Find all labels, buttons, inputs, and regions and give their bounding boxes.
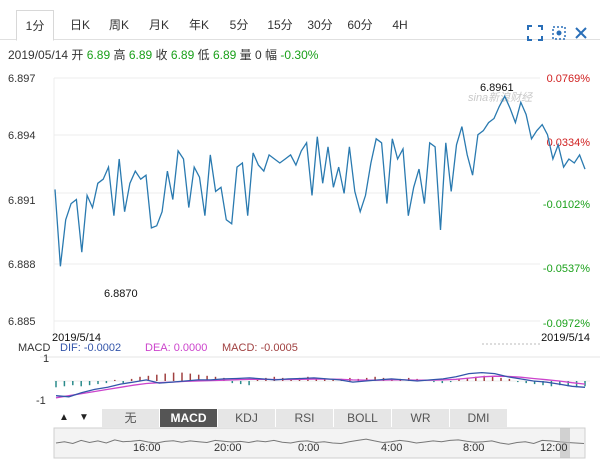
min-price-label: 6.8870: [104, 288, 138, 300]
tab-year-k[interactable]: 年K: [188, 18, 209, 32]
low-value: 6.89: [212, 48, 237, 62]
tab-indicator-macd[interactable]: MACD: [160, 409, 218, 427]
scroll-up-arrow[interactable]: ▲: [59, 412, 69, 423]
navigator-panel[interactable]: [53, 427, 586, 459]
time-tick: 4:00: [381, 442, 402, 454]
tab-15min[interactable]: 15分: [267, 18, 293, 32]
close-label: 收: [155, 48, 168, 62]
open-label: 开: [71, 48, 84, 62]
scroll-down-arrow[interactable]: ▼: [79, 412, 89, 423]
tab-60min[interactable]: 60分: [347, 18, 373, 32]
high-value: 6.89: [128, 48, 153, 62]
navigator-handle[interactable]: [560, 428, 570, 458]
macd-axis-top: 1: [43, 353, 49, 365]
macd-value-legend: MACD: -0.0005: [222, 342, 298, 354]
macd-legend-title: MACD: [18, 342, 50, 354]
time-tick: 12:00: [540, 442, 568, 454]
price-tick: 6.894: [8, 130, 36, 142]
tab-week-k[interactable]: 周K: [108, 18, 129, 32]
tab-4h[interactable]: 4H: [392, 18, 408, 32]
close-value: 6.89: [170, 48, 195, 62]
price-grid: [53, 77, 540, 338]
pct-tick: -0.0972%: [543, 318, 590, 330]
max-price-label: 6.8961: [480, 82, 514, 94]
pct-tick: -0.0102%: [543, 199, 590, 211]
low-label: 低: [197, 48, 210, 62]
time-tick: 8:00: [463, 442, 484, 454]
end-date-label: 2019/5/14: [541, 332, 590, 344]
period-tabs: 1分 日K 周K 月K 年K 5分 15分 30分 60分 4H: [0, 10, 600, 41]
watermark-logo: sina新浪财经: [468, 91, 533, 104]
start-date-label: 2019/5/14: [52, 332, 101, 344]
tab-5min[interactable]: 5分: [229, 18, 249, 32]
pct-tick: 0.0769%: [547, 73, 591, 85]
price-tick: 6.888: [8, 259, 36, 271]
fullscreen-icon[interactable]: [526, 24, 544, 42]
volume-value: 0: [255, 48, 262, 62]
navigator-series: [55, 438, 585, 445]
dea-line: [55, 375, 586, 399]
tab-indicator-none[interactable]: 无: [102, 409, 160, 427]
time-tick: 20:00: [214, 442, 242, 454]
price-tick: 6.885: [8, 316, 36, 328]
dea-legend: DEA: 0.0000: [145, 342, 207, 354]
open-value: 6.89: [86, 48, 111, 62]
pct-tick: -0.0537%: [543, 263, 590, 275]
chart-tools: [526, 24, 587, 44]
tab-indicator-rsi[interactable]: RSI: [276, 409, 334, 427]
close-icon[interactable]: [572, 24, 590, 42]
tab-indicator-wr[interactable]: WR: [392, 409, 450, 427]
tab-indicator-boll[interactable]: BOLL: [334, 409, 392, 427]
tab-indicator-kdj[interactable]: KDJ: [218, 409, 276, 427]
change-value: -0.30%: [280, 48, 319, 62]
time-tick: 16:00: [133, 442, 161, 454]
change-label: 幅: [265, 48, 278, 62]
tab-1min[interactable]: 1分: [16, 10, 54, 41]
tab-indicator-dmi[interactable]: DMI: [450, 409, 508, 427]
time-tick: 0:00: [298, 442, 319, 454]
settings-icon[interactable]: [550, 24, 568, 42]
macd-axis-bottom: -1: [36, 395, 46, 407]
quote-date: 2019/05/14: [8, 48, 69, 62]
pct-tick: 0.0334%: [547, 137, 591, 149]
volume-label: 量: [239, 48, 252, 62]
price-tick: 6.897: [8, 73, 36, 85]
dif-line: [55, 371, 586, 398]
tab-day-k[interactable]: 日K: [69, 18, 90, 32]
high-label: 高: [113, 48, 126, 62]
tab-month-k[interactable]: 月K: [148, 18, 169, 32]
price-series-line: [54, 94, 586, 267]
tab-30min[interactable]: 30分: [307, 18, 333, 32]
quote-line: 2019/05/14 开 6.89 高 6.89 收 6.89 低 6.89 量…: [8, 46, 318, 63]
price-tick: 6.891: [8, 195, 36, 207]
dif-legend: DIF: -0.0002: [60, 342, 121, 354]
